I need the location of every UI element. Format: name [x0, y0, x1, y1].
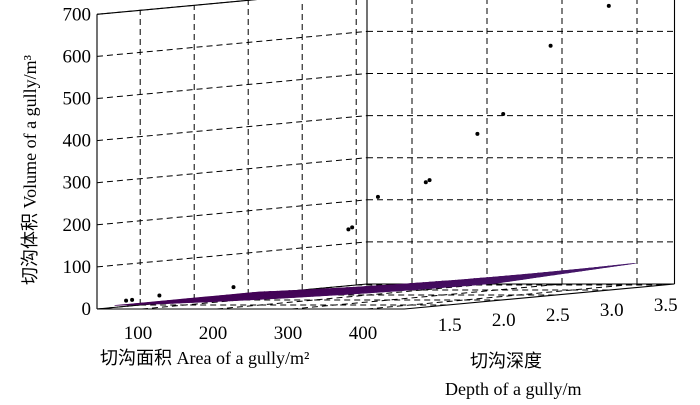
data-point	[350, 225, 355, 230]
x-axis-label: 切沟面积 Area of a gully/m²	[100, 348, 309, 368]
data-point	[130, 297, 135, 302]
data-point	[157, 293, 162, 298]
z-tick-label: 100	[63, 257, 92, 278]
y-tick-label: 2.5	[546, 305, 570, 326]
z-tick-label: 500	[63, 89, 92, 110]
z-tick-label: 400	[63, 131, 92, 152]
data-point	[124, 298, 129, 303]
data-point	[427, 178, 432, 183]
data-point	[346, 227, 351, 232]
data-point	[501, 111, 506, 116]
z-tick-label: 300	[63, 173, 92, 194]
axis-frame-edge	[96, 0, 258, 15]
fitted-surface	[114, 262, 636, 306]
x-tick-label: 200	[199, 323, 228, 344]
y-axis-label-english: Depth of a gully/m	[445, 379, 581, 399]
data-point	[423, 180, 428, 185]
observed-points	[124, 3, 611, 303]
z-tick-label: 700	[63, 4, 92, 25]
left-wall-gridline	[96, 73, 368, 99]
z-axis-label: 切沟体积 Volume of a gully/m³	[20, 54, 40, 285]
y-axis-label-chinese: 切沟深度	[470, 351, 542, 371]
data-point	[231, 285, 236, 290]
chart-grid-walls	[96, 0, 676, 310]
z-tick-label: 0	[82, 299, 92, 320]
data-point	[475, 131, 480, 136]
y-tick-label: 1.5	[438, 315, 462, 336]
z-tick-label: 600	[63, 46, 92, 67]
left-wall-gridline	[96, 115, 368, 142]
data-point	[606, 3, 611, 8]
data-point	[548, 43, 553, 48]
floor-gridline	[291, 283, 563, 310]
left-wall-gridline	[96, 30, 368, 57]
y-tick-label: 2.0	[492, 310, 516, 331]
axis-frame-edge	[404, 283, 675, 310]
left-wall-gridline	[96, 241, 368, 268]
left-wall-gridline	[96, 199, 368, 226]
left-wall-gridline	[96, 157, 368, 184]
y-tick-label: 3.5	[654, 295, 678, 316]
y-tick-label: 3.0	[600, 300, 624, 321]
x-tick-label: 300	[274, 323, 303, 344]
z-tick-label: 200	[63, 215, 92, 236]
x-tick-label: 100	[124, 323, 153, 344]
x-tick-label: 400	[349, 323, 378, 344]
data-point	[375, 194, 380, 199]
surface-patch	[114, 304, 128, 306]
axis-ticks: 0 100 200 300 400 500 600 700 100 200 300 400 1.5 2.0…	[63, 4, 678, 344]
